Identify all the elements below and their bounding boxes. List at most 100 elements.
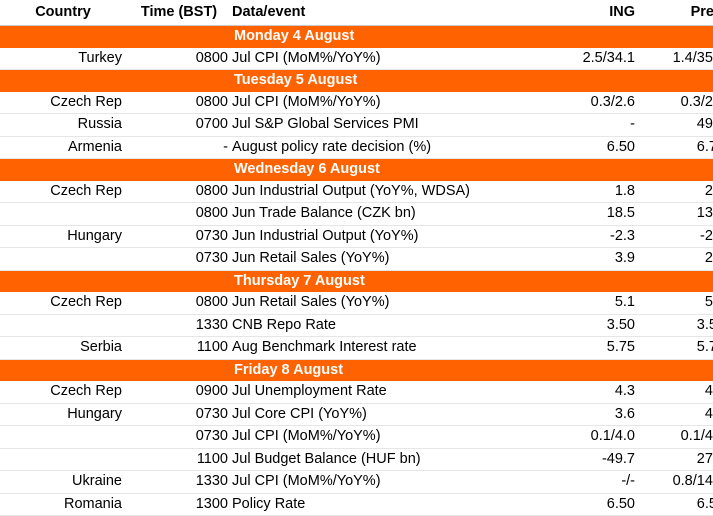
- cell-ing: 3.50: [549, 314, 639, 337]
- cell-event: Jul Budget Balance (HUF bn): [230, 448, 549, 471]
- cell-country: Czech Rep: [0, 180, 126, 203]
- table-row: Czech Rep 0800 Jul CPI (MoM%/YoY%) 0.3/2.6 0…: [0, 91, 713, 114]
- cell-country: [0, 448, 126, 471]
- day-header-row: Tuesday 5 August: [0, 69, 713, 92]
- cell-time: 1300: [126, 493, 230, 516]
- cell-country: Czech Rep: [0, 381, 126, 404]
- cell-time: 1330: [126, 314, 230, 337]
- cell-prev: 6.75: [639, 136, 713, 159]
- cell-country: [0, 425, 126, 449]
- cell-event: Jun Trade Balance (CZK bn): [230, 202, 549, 226]
- cell-event: Jul CPI (MoM%/YoY%): [230, 470, 549, 494]
- table-row: Czech Rep 0800 Jun Industrial Output (YoY%…: [0, 180, 713, 203]
- day-header-spacer: [0, 69, 230, 92]
- header-row: Country Time (BST) Data/event ING Prev.: [0, 0, 713, 26]
- day-header-row: Wednesday 6 August: [0, 158, 713, 181]
- day-header-spacer: [0, 25, 230, 48]
- cell-event: CNB Repo Rate: [230, 314, 549, 337]
- cell-time: 0730: [126, 247, 230, 271]
- cell-prev: 5.3: [639, 292, 713, 315]
- table-body: Monday 4 August Turkey 0800 Jul CPI (MoM%/Y…: [0, 25, 713, 516]
- cell-ing: 6.50: [549, 136, 639, 159]
- header-time: Time (BST): [126, 0, 230, 26]
- cell-ing: 3.6: [549, 403, 639, 426]
- cell-prev: 0.3/2.9: [639, 91, 713, 114]
- cell-time: 1100: [126, 336, 230, 360]
- cell-ing: 0.1/4.0: [549, 425, 639, 449]
- cell-time: 0900: [126, 381, 230, 404]
- day-label: Thursday 7 August: [230, 269, 713, 292]
- cell-prev: 2.1: [639, 180, 713, 203]
- cell-country: Russia: [0, 113, 126, 137]
- cell-time: 1100: [126, 448, 230, 471]
- cell-country: Turkey: [0, 47, 126, 70]
- header-event: Data/event: [230, 0, 549, 26]
- cell-prev: 4.2: [639, 381, 713, 404]
- cell-prev: 0.8/14.3: [639, 470, 713, 494]
- cell-event: Jun Industrial Output (YoY%, WDSA): [230, 180, 549, 203]
- cell-prev: 0.1/4.6: [639, 425, 713, 449]
- cell-time: 0730: [126, 425, 230, 449]
- cell-ing: -49.7: [549, 448, 639, 471]
- day-label: Monday 4 August: [230, 25, 713, 48]
- cell-ing: 1.8: [549, 180, 639, 203]
- table-row: Turkey 0800 Jul CPI (MoM%/YoY%) 2.5/34.1 1.4…: [0, 47, 713, 70]
- cell-time: 0730: [126, 403, 230, 426]
- cell-country: [0, 202, 126, 226]
- day-label: Wednesday 6 August: [230, 158, 713, 181]
- cell-country: Hungary: [0, 403, 126, 426]
- cell-country: Romania: [0, 493, 126, 516]
- cell-ing: 6.50: [549, 493, 639, 516]
- cell-prev: 1.4/35.1: [639, 47, 713, 70]
- cell-ing: 18.5: [549, 202, 639, 226]
- table-row: Czech Rep 0800 Jun Retail Sales (YoY%) 5.1 5…: [0, 292, 713, 315]
- header-prev: Prev.: [639, 0, 713, 26]
- cell-prev: 13.3: [639, 202, 713, 226]
- day-header-spacer: [0, 269, 230, 292]
- cell-event: Jun Industrial Output (YoY%): [230, 225, 549, 248]
- cell-prev: -2.6: [639, 225, 713, 248]
- cell-country: Ukraine: [0, 470, 126, 494]
- cell-event: Jul CPI (MoM%/YoY%): [230, 91, 549, 114]
- cell-ing: -: [549, 113, 639, 137]
- cell-country: Hungary: [0, 225, 126, 248]
- day-header-spacer: [0, 358, 230, 381]
- cell-ing: 4.3: [549, 381, 639, 404]
- cell-time: 0730: [126, 225, 230, 248]
- cell-event: Jul S&P Global Services PMI: [230, 113, 549, 137]
- cell-ing: 5.75: [549, 336, 639, 360]
- cell-time: 0800: [126, 47, 230, 70]
- day-header-spacer: [0, 158, 230, 181]
- day-header-row: Monday 4 August: [0, 25, 713, 48]
- cell-country: Armenia: [0, 136, 126, 159]
- cell-ing: -/-: [549, 470, 639, 494]
- cell-time: 1330: [126, 470, 230, 494]
- header-ing: ING: [549, 0, 639, 26]
- table-header: Country Time (BST) Data/event ING Prev.: [0, 0, 713, 26]
- cell-ing: 0.3/2.6: [549, 91, 639, 114]
- cell-ing: 2.5/34.1: [549, 47, 639, 70]
- cell-event: Policy Rate: [230, 493, 549, 516]
- table-row: Russia 0700 Jul S&P Global Services PMI -49…: [0, 113, 713, 137]
- cell-event: Jun Retail Sales (YoY%): [230, 292, 549, 315]
- cell-time: -: [126, 136, 230, 159]
- day-label: Friday 8 August: [230, 358, 713, 381]
- table-row: Serbia 1100 Aug Benchmark Interest rate 5.7…: [0, 336, 713, 360]
- cell-event: Aug Benchmark Interest rate: [230, 336, 549, 360]
- cell-prev: 4.4: [639, 403, 713, 426]
- cell-event: Jul CPI (MoM%/YoY%): [230, 47, 549, 70]
- cell-prev: 6.50: [639, 493, 713, 516]
- cell-ing: -2.3: [549, 225, 639, 248]
- cell-country: [0, 314, 126, 337]
- cell-time: 0700: [126, 113, 230, 137]
- day-label: Tuesday 5 August: [230, 69, 713, 92]
- cell-country: Czech Rep: [0, 91, 126, 114]
- cell-event: Jul CPI (MoM%/YoY%): [230, 425, 549, 449]
